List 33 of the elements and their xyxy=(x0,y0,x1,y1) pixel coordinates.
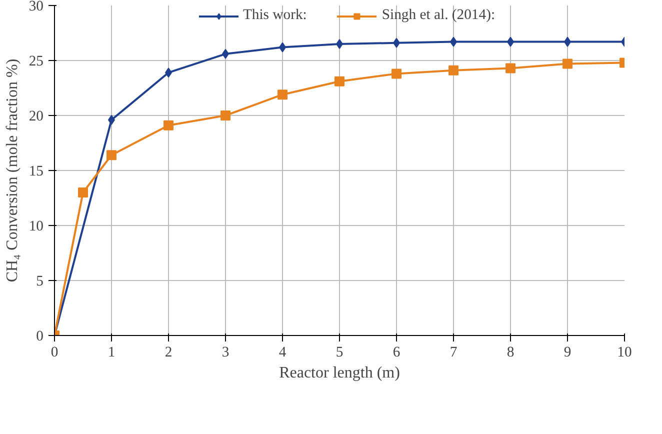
y-tick-label: 15 xyxy=(28,164,44,180)
y-tick-label: 5 xyxy=(36,274,44,290)
point xyxy=(336,39,343,49)
legend-label: Singh et al. (2014): xyxy=(382,7,496,24)
point xyxy=(220,110,230,120)
point xyxy=(562,58,572,69)
x-tick-label: 2 xyxy=(164,344,172,360)
x-tick-label: 8 xyxy=(506,344,514,360)
x-tick-label: 6 xyxy=(392,344,400,360)
point xyxy=(278,90,288,100)
x-tick-label: 5 xyxy=(336,344,344,360)
y-axis-title: CH₄ Conversion (mole fraction %) xyxy=(4,58,21,282)
y-tick-label: 20 xyxy=(28,108,44,124)
point xyxy=(448,65,458,76)
point xyxy=(78,188,88,198)
x-tick-label: 4 xyxy=(278,344,287,360)
legend-label: This work: xyxy=(242,7,307,24)
x-tick-label: 3 xyxy=(222,344,230,360)
y-tick-label: 0 xyxy=(36,328,44,344)
x-tick-label: 0 xyxy=(50,344,58,360)
x-tick-label: 1 xyxy=(108,344,116,360)
x-tick-label: 7 xyxy=(450,344,458,360)
point xyxy=(334,76,344,86)
point xyxy=(506,63,516,74)
point xyxy=(106,150,116,160)
y-tick-label: 30 xyxy=(28,0,44,14)
y-tick-label: 25 xyxy=(28,54,44,70)
y-tick-label: 10 xyxy=(28,218,44,234)
point xyxy=(392,68,402,79)
point xyxy=(164,120,174,130)
x-tick-label: 9 xyxy=(564,344,572,360)
x-axis-title: Reactor length (m) xyxy=(279,364,400,382)
x-tick-label: 10 xyxy=(617,344,632,360)
